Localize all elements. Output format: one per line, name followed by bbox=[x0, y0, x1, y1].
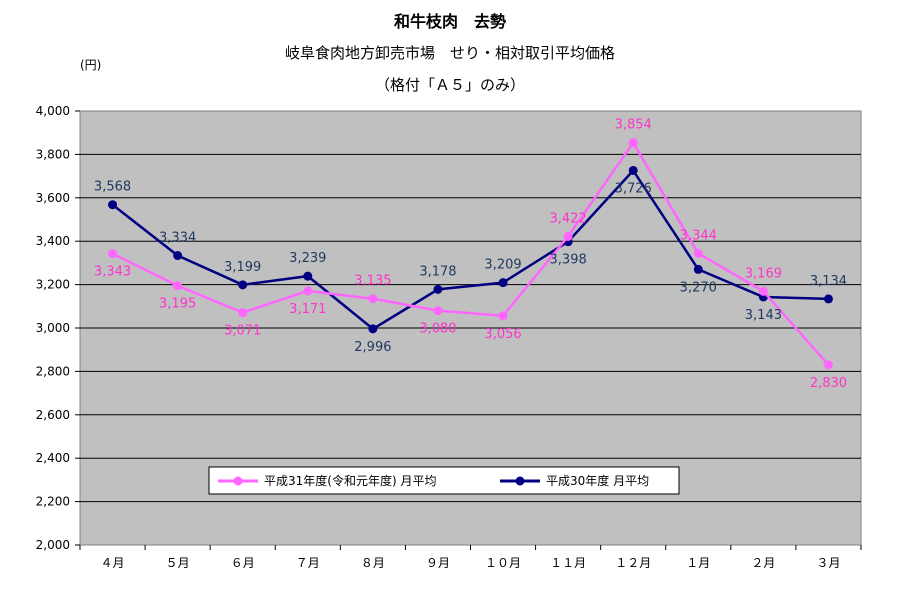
y-tick-label: 3,600 bbox=[36, 191, 70, 205]
data-point-0 bbox=[823, 360, 833, 370]
data-point-0 bbox=[563, 231, 573, 241]
data-point-1 bbox=[368, 324, 378, 334]
chart-subtitle: 岐阜食肉地方卸売市場 せり・相対取引平均価格 bbox=[284, 44, 615, 62]
data-point-0 bbox=[368, 294, 378, 304]
data-point-1 bbox=[108, 200, 118, 210]
data-label-1: 3,398 bbox=[550, 253, 587, 268]
series-line-0 bbox=[111, 140, 830, 366]
y-tick-label: 2,600 bbox=[36, 408, 70, 422]
x-tick-label: ７月 bbox=[296, 556, 320, 570]
x-tick-label: ８月 bbox=[361, 556, 385, 570]
data-label-0: 3,195 bbox=[159, 297, 196, 312]
legend-label-fy31: 平成31年度(令和元年度) 月平均 bbox=[264, 473, 436, 488]
data-point-0 bbox=[433, 306, 443, 316]
y-tick-label: 2,400 bbox=[36, 451, 70, 465]
data-point-1 bbox=[823, 294, 833, 304]
data-label-0: 3,343 bbox=[94, 265, 131, 280]
data-label-0: 3,854 bbox=[615, 118, 652, 133]
data-label-1: 3,134 bbox=[810, 274, 847, 289]
data-label-0: 2,830 bbox=[810, 376, 847, 391]
data-label-1: 3,209 bbox=[484, 258, 521, 273]
data-label-0: 3,171 bbox=[289, 302, 326, 317]
data-point-0 bbox=[108, 249, 118, 259]
y-tick-label: 3,400 bbox=[36, 234, 70, 248]
data-label-1: 3,568 bbox=[94, 180, 131, 195]
data-label-1: 3,726 bbox=[615, 181, 652, 196]
data-label-1: 3,199 bbox=[224, 260, 261, 275]
x-tick-label: １０月 bbox=[485, 556, 521, 570]
y-tick-label: 3,200 bbox=[36, 278, 70, 292]
y-tick-label: 2,000 bbox=[36, 538, 70, 552]
data-point-0 bbox=[628, 138, 638, 148]
data-label-0: 3,422 bbox=[550, 211, 587, 226]
y-tick-label: 3,000 bbox=[36, 321, 70, 335]
data-point-0 bbox=[238, 308, 248, 318]
data-point-1 bbox=[433, 284, 443, 294]
y-tick-label: 2,800 bbox=[36, 364, 70, 378]
data-point-0 bbox=[303, 286, 313, 296]
data-label-1: 3,178 bbox=[419, 264, 456, 279]
data-label-1: 3,143 bbox=[745, 308, 782, 323]
chart-note: （格付「Ａ５」のみ） bbox=[374, 76, 525, 94]
data-label-0: 3,071 bbox=[224, 324, 261, 339]
data-point-1 bbox=[173, 251, 183, 261]
x-tick-label: １２月 bbox=[615, 556, 651, 570]
data-point-1 bbox=[693, 264, 703, 274]
data-label-0: 3,080 bbox=[419, 322, 456, 337]
data-label-1: 2,996 bbox=[354, 340, 391, 355]
data-label-0: 3,135 bbox=[354, 274, 391, 289]
x-tick-label: ３月 bbox=[816, 556, 840, 570]
data-label-0: 3,056 bbox=[484, 327, 521, 342]
y-axis-unit: (円) bbox=[80, 58, 102, 72]
data-label-1: 3,270 bbox=[680, 280, 717, 295]
legend-label-fy30: 平成30年度 月平均 bbox=[546, 473, 649, 488]
data-label-0: 3,169 bbox=[745, 266, 782, 281]
y-tick-label: 4,000 bbox=[36, 104, 70, 118]
data-label-1: 3,239 bbox=[289, 251, 326, 266]
data-point-1 bbox=[303, 271, 313, 281]
legend-marker-fy30 bbox=[515, 476, 525, 486]
y-tick-label: 2,200 bbox=[36, 495, 70, 509]
legend-box bbox=[208, 466, 680, 495]
chart-title: 和牛枝肉 去勢 bbox=[393, 12, 506, 31]
data-label-0: 3,344 bbox=[680, 228, 717, 243]
data-point-0 bbox=[173, 281, 183, 291]
data-point-0 bbox=[693, 248, 703, 258]
data-point-1 bbox=[238, 280, 248, 290]
x-tick-label: ６月 bbox=[231, 556, 255, 570]
series-line-1 bbox=[111, 168, 829, 331]
x-tick-label: １１月 bbox=[550, 556, 586, 570]
data-point-0 bbox=[758, 286, 768, 296]
x-tick-label: ４月 bbox=[101, 556, 125, 570]
data-point-0 bbox=[498, 311, 508, 321]
x-tick-label: ２月 bbox=[751, 556, 775, 570]
data-point-1 bbox=[498, 278, 508, 288]
x-tick-label: ５月 bbox=[166, 556, 190, 570]
legend-marker-fy31 bbox=[233, 476, 243, 486]
data-label-1: 3,334 bbox=[159, 231, 196, 246]
x-tick-label: １月 bbox=[686, 556, 710, 570]
legend: 平成31年度(令和元年度) 月平均 平成30年度 月平均 bbox=[208, 466, 680, 495]
x-tick-label: ９月 bbox=[426, 556, 450, 570]
data-point-1 bbox=[628, 165, 638, 175]
y-tick-label: 3,800 bbox=[36, 147, 70, 161]
